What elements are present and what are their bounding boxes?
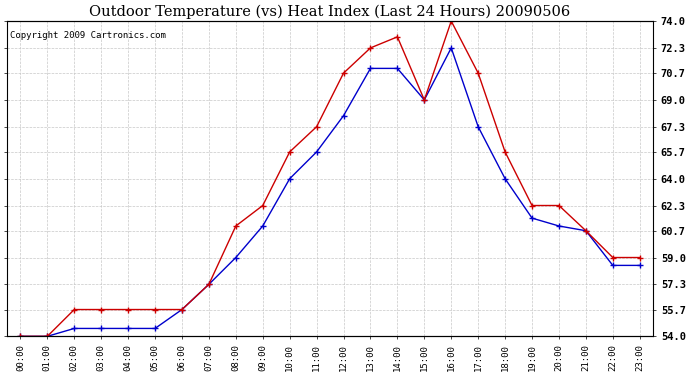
Text: Copyright 2009 Cartronics.com: Copyright 2009 Cartronics.com (10, 31, 166, 40)
Title: Outdoor Temperature (vs) Heat Index (Last 24 Hours) 20090506: Outdoor Temperature (vs) Heat Index (Las… (90, 4, 571, 18)
